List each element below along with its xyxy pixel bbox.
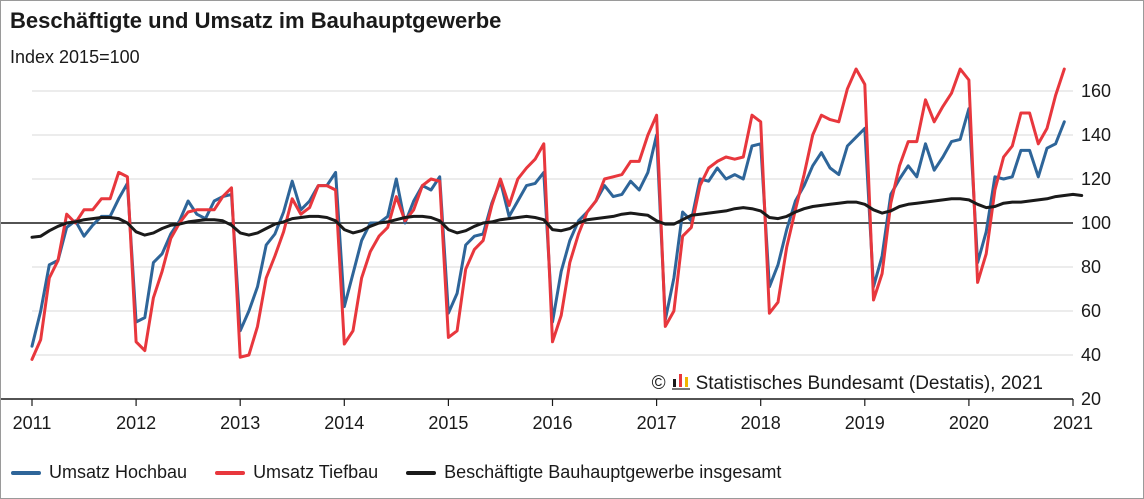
legend-item-tiefbau: Umsatz Tiefbau (215, 462, 378, 483)
x-tick-label: 2018 (741, 413, 781, 433)
chart-legend: Umsatz Hochbau Umsatz Tiefbau Beschäftig… (11, 462, 781, 483)
y-tick-label: 120 (1081, 169, 1111, 189)
x-tick-label: 2014 (324, 413, 364, 433)
legend-item-beschaeftigte: Beschäftigte Bauhauptgewerbe insgesamt (406, 462, 781, 483)
credit-text: Statistisches Bundesamt (Destatis), 2021 (695, 373, 1043, 394)
destatis-logo-icon (671, 371, 690, 397)
legend-label-tiefbau: Umsatz Tiefbau (253, 462, 379, 482)
legend-label-hochbau: Umsatz Hochbau (49, 462, 188, 482)
x-tick-label: 2020 (949, 413, 989, 433)
chart-subtitle: Index 2015=100 (10, 47, 140, 67)
legend-swatch-beschaeftigte (406, 470, 437, 475)
x-tick-label: 2013 (220, 413, 260, 433)
y-tick-label: 160 (1081, 81, 1111, 101)
y-tick-label: 40 (1081, 345, 1101, 365)
legend-swatch-hochbau (11, 470, 41, 475)
series-line-tiefbau (30, 67, 1066, 361)
x-tick-label: 2012 (116, 413, 156, 433)
x-tick-label: 2017 (637, 413, 677, 433)
chart-title: Beschäftigte und Umsatz im Bauhauptgewer… (10, 8, 502, 33)
y-tick-label: 20 (1081, 389, 1101, 409)
source-credit: © Statistisches Bundesamt (Destatis), 20… (651, 371, 1043, 397)
series-line-beschaeftigte (30, 192, 1084, 239)
copyright-symbol: © (651, 373, 666, 394)
x-tick-label: 2015 (428, 413, 468, 433)
y-tick-label: 60 (1081, 301, 1101, 321)
x-tick-label: 2019 (845, 413, 885, 433)
y-tick-label: 80 (1081, 257, 1101, 277)
legend-label-beschaeftigte: Beschäftigte Bauhauptgewerbe insgesamt (444, 462, 782, 482)
x-tick-label: 2011 (13, 413, 52, 433)
x-tick-label: 2021 (1053, 413, 1093, 433)
legend-item-hochbau: Umsatz Hochbau (11, 462, 187, 483)
legend-swatch-tiefbau (215, 470, 246, 475)
y-tick-label: 140 (1081, 125, 1111, 145)
y-tick-label: 100 (1081, 213, 1111, 233)
x-tick-label: 2016 (532, 413, 572, 433)
